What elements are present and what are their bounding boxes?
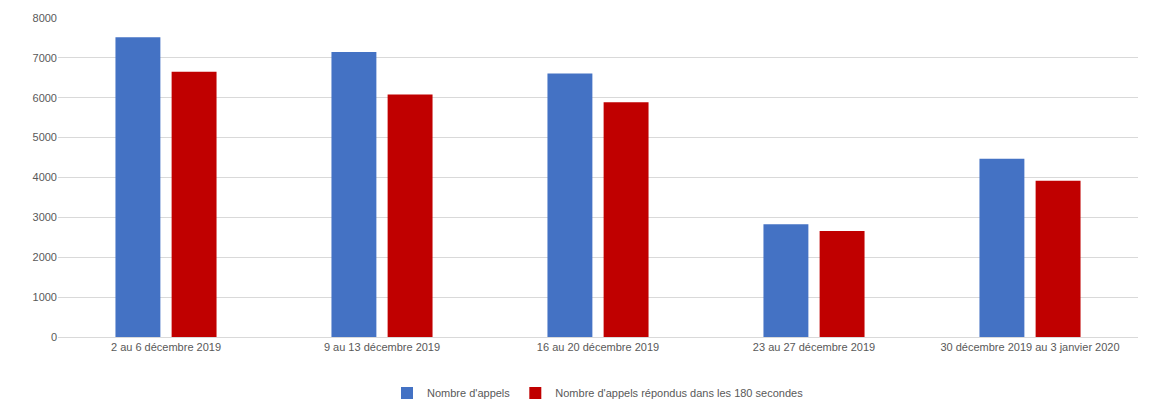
svg-text:6000: 6000 — [33, 92, 57, 104]
svg-text:8000: 8000 — [33, 12, 57, 24]
svg-text:0: 0 — [51, 331, 57, 343]
svg-text:2000: 2000 — [33, 251, 57, 263]
svg-text:Nombre d'appels: Nombre d'appels — [427, 387, 510, 399]
svg-text:7000: 7000 — [33, 52, 57, 64]
svg-text:2 au 6 décembre 2019: 2 au 6 décembre 2019 — [111, 341, 221, 353]
svg-text:1000: 1000 — [33, 291, 57, 303]
svg-text:16 au 20 décembre 2019: 16 au 20 décembre 2019 — [537, 341, 659, 353]
svg-text:9 au 13 décembre 2019: 9 au 13 décembre 2019 — [324, 341, 440, 353]
svg-text:Nombre d'appels répondus dans: Nombre d'appels répondus dans les 180 se… — [555, 387, 803, 399]
svg-text:30 décembre 2019 au 3 janvier: 30 décembre 2019 au 3 janvier 2020 — [940, 341, 1119, 353]
svg-text:4000: 4000 — [33, 171, 57, 183]
svg-text:5000: 5000 — [33, 131, 57, 143]
svg-text:3000: 3000 — [33, 211, 57, 223]
svg-text:23 au 27 décembre 2019: 23 au 27 décembre 2019 — [753, 341, 875, 353]
